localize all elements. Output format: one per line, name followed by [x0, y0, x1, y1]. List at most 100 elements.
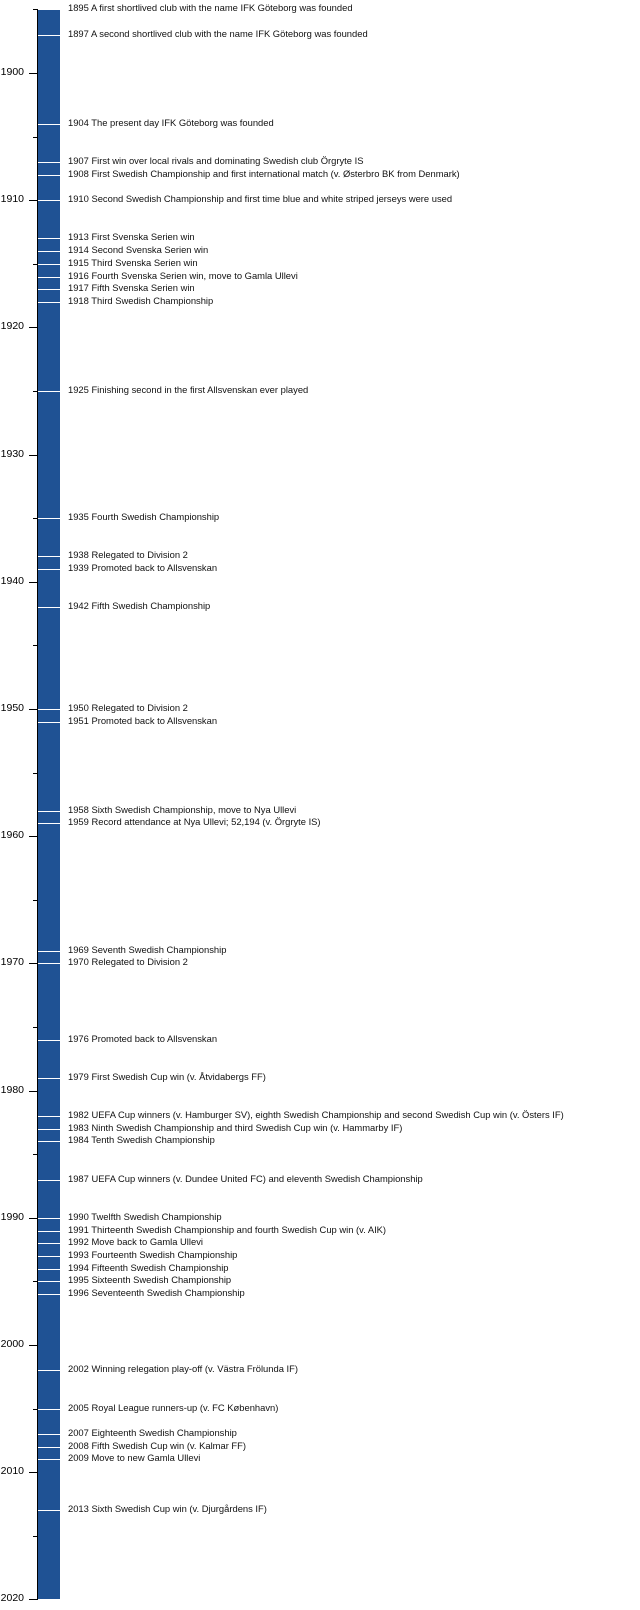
event-tick	[38, 1370, 60, 1371]
event-connector	[60, 709, 64, 710]
event-tick	[38, 264, 60, 265]
event-label-1992: 1992 Move back to Gamla Ullevi	[68, 1236, 203, 1247]
event-label-1904: 1904 The present day IFK Göteborg was fo…	[68, 117, 274, 128]
event-tick	[38, 35, 60, 36]
event-tick	[38, 709, 60, 710]
event-tick	[38, 1078, 60, 1079]
event-connector	[60, 1141, 64, 1142]
axis-label-2000: 2000	[0, 1338, 24, 1350]
event-label-2005: 2005 Royal League runners-up (v. FC Købe…	[68, 1402, 279, 1413]
event-connector	[60, 162, 64, 163]
axis-tick-major	[29, 1345, 38, 1346]
event-label-1925: 1925 Finishing second in the first Allsv…	[68, 384, 309, 395]
event-tick	[38, 1409, 60, 1410]
event-connector	[60, 722, 64, 723]
event-connector	[60, 9, 64, 10]
timeline-bar	[38, 9, 60, 1600]
event-label-1914: 1914 Second Svenska Serien win	[68, 244, 209, 255]
event-tick	[38, 238, 60, 239]
axis-tick-major	[29, 1091, 38, 1092]
event-tick	[38, 1243, 60, 1244]
event-tick	[38, 811, 60, 812]
event-label-1990: 1990 Twelfth Swedish Championship	[68, 1211, 222, 1222]
event-label-1950: 1950 Relegated to Division 2	[68, 702, 188, 713]
event-label-1908: 1908 First Swedish Championship and firs…	[68, 168, 460, 179]
event-label-1983: 1983 Ninth Swedish Championship and thir…	[68, 1122, 403, 1133]
event-tick	[38, 1447, 60, 1448]
axis-tick-major	[29, 1218, 38, 1219]
event-tick	[38, 175, 60, 176]
event-tick	[38, 277, 60, 278]
event-connector	[60, 1294, 64, 1295]
axis-tick-major	[29, 963, 38, 964]
event-label-1918: 1918 Third Swedish Championship	[68, 295, 214, 306]
event-connector	[60, 1231, 64, 1232]
event-label-1951: 1951 Promoted back to Allsvenskan	[68, 715, 218, 726]
event-label-1942: 1942 Fifth Swedish Championship	[68, 600, 211, 611]
axis-tick-minor	[33, 1409, 38, 1410]
event-connector	[60, 1409, 64, 1410]
event-tick	[38, 251, 60, 252]
event-tick	[38, 518, 60, 519]
axis-tick-minor	[33, 1281, 38, 1282]
event-connector	[60, 175, 64, 176]
event-tick	[38, 1231, 60, 1232]
axis-tick-minor	[33, 1154, 38, 1155]
event-label-1984: 1984 Tenth Swedish Championship	[68, 1134, 215, 1145]
event-tick	[38, 569, 60, 570]
event-tick	[38, 1180, 60, 1181]
event-label-2002: 2002 Winning relegation play-off (v. Väs…	[68, 1363, 298, 1374]
axis-label-1910: 1910	[0, 193, 24, 205]
axis-label-1970: 1970	[0, 956, 24, 968]
event-label-1958: 1958 Sixth Swedish Championship, move to…	[68, 804, 297, 815]
axis-tick-minor	[33, 264, 38, 265]
axis-tick-minor	[33, 1027, 38, 1028]
event-label-1959: 1959 Record attendance at Nya Ullevi; 52…	[68, 816, 321, 827]
event-label-2013: 2013 Sixth Swedish Cup win (v. Djurgårde…	[68, 1503, 267, 1514]
event-label-1982: 1982 UEFA Cup winners (v. Hamburger SV),…	[68, 1109, 564, 1120]
axis-tick-minor	[33, 9, 38, 10]
axis-tick-major	[29, 455, 38, 456]
axis-tick-minor	[33, 391, 38, 392]
event-connector	[60, 1218, 64, 1219]
event-tick	[38, 1294, 60, 1295]
event-connector	[60, 1129, 64, 1130]
event-connector	[60, 200, 64, 201]
axis-label-2010: 2010	[0, 1465, 24, 1477]
event-connector	[60, 1370, 64, 1371]
event-connector	[60, 1281, 64, 1282]
axis-tick-minor	[33, 900, 38, 901]
event-label-1917: 1917 Fifth Svenska Serien win	[68, 282, 195, 293]
event-label-2009: 2009 Move to new Gamla Ullevi	[68, 1452, 201, 1463]
event-label-1913: 1913 First Svenska Serien win	[68, 231, 195, 242]
axis-tick-minor	[33, 137, 38, 138]
event-label-1987: 1987 UEFA Cup winners (v. Dundee United …	[68, 1173, 423, 1184]
event-connector	[60, 1243, 64, 1244]
axis-label-1930: 1930	[0, 448, 24, 460]
axis-label-1900: 1900	[0, 66, 24, 78]
event-label-2008: 2008 Fifth Swedish Cup win (v. Kalmar FF…	[68, 1440, 247, 1451]
axis-tick-minor	[33, 773, 38, 774]
event-connector	[60, 238, 64, 239]
axis-label-1960: 1960	[0, 829, 24, 841]
event-tick	[38, 9, 60, 10]
event-label-1994: 1994 Fifteenth Swedish Championship	[68, 1262, 229, 1273]
axis-tick-major	[29, 327, 38, 328]
event-connector	[60, 1040, 64, 1041]
event-label-1970: 1970 Relegated to Division 2	[68, 956, 188, 967]
event-tick	[38, 1116, 60, 1117]
event-connector	[60, 1434, 64, 1435]
event-label-1895: 1895 A first shortlived club with the na…	[68, 2, 353, 13]
event-tick	[38, 556, 60, 557]
axis-label-1950: 1950	[0, 702, 24, 714]
event-tick	[38, 1141, 60, 1142]
event-connector	[60, 963, 64, 964]
event-label-1996: 1996 Seventeenth Swedish Championship	[68, 1287, 245, 1298]
event-tick	[38, 124, 60, 125]
event-tick	[38, 951, 60, 952]
axis-spine	[37, 9, 38, 1600]
axis-label-1940: 1940	[0, 575, 24, 587]
event-connector	[60, 302, 64, 303]
axis-tick-major	[29, 73, 38, 74]
event-connector	[60, 391, 64, 392]
